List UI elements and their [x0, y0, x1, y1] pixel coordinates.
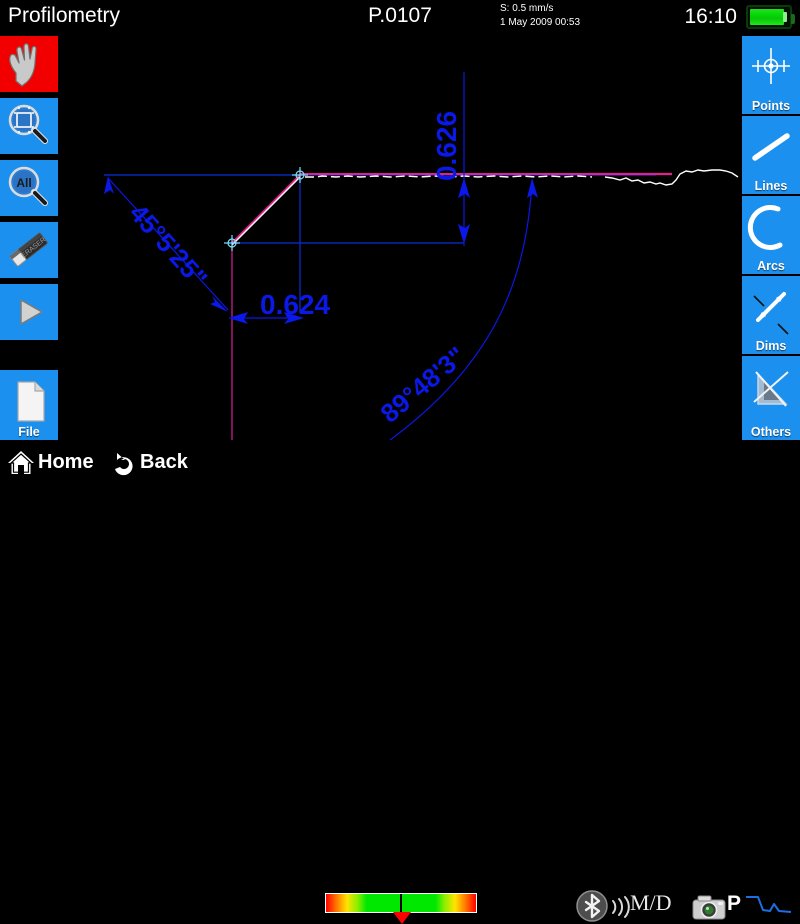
profile-label: P: [727, 892, 742, 915]
dim-horizontal-label: 0.624: [260, 289, 330, 320]
trace-flat: [305, 175, 593, 178]
level-gauge: [325, 893, 477, 913]
page-title: Profilometry: [8, 4, 121, 27]
zoom-window-icon: [8, 104, 48, 144]
line-segment-icon: [752, 133, 790, 161]
home-label: Home: [38, 451, 94, 473]
sidebar-item-pan[interactable]: [0, 36, 58, 92]
sidebar-item-eraser[interactable]: ERASER: [0, 222, 58, 278]
zoom-all-icon: All: [8, 166, 48, 206]
camera-icon[interactable]: [690, 892, 728, 922]
profile-plot: 45°5'25" 89°48'3" 0.626 0.624: [104, 72, 739, 440]
angle-2-label: 89°48'3": [375, 341, 472, 429]
home-icon: [8, 451, 34, 474]
sidebar-item-lines-label: Lines: [754, 179, 788, 193]
battery-fill: [750, 9, 784, 25]
sidebar-item-dims-label: Dims: [755, 339, 787, 353]
sidebar-item-others[interactable]: Others: [742, 356, 800, 440]
annotation-angle-2: 89°48'3": [375, 178, 538, 440]
back-button[interactable]: Back: [108, 446, 188, 478]
crosshair-point-icon: [752, 48, 790, 84]
arc-icon: [747, 204, 783, 250]
sidebar-item-arcs[interactable]: Arcs: [742, 196, 800, 274]
battery-full-icon: [746, 5, 795, 29]
datetime-readout: 1 May 2009 00:53: [500, 17, 581, 28]
sidebar-item-file-label: File: [18, 425, 40, 439]
annotation-angle-1: 45°5'25": [104, 176, 229, 312]
header-meta: S: 0.5 mm/s 1 May 2009 00:53: [500, 2, 670, 30]
trace-slope: [231, 176, 301, 246]
sidebar-item-dims[interactable]: Dims: [742, 276, 800, 354]
svg-text:All: All: [16, 176, 31, 190]
header-bar: Profilometry P.0107 S: 0.5 mm/s 1 May 20…: [0, 0, 800, 36]
gauge-pointer: [393, 912, 411, 924]
sidebar-item-zoom[interactable]: [0, 98, 58, 154]
play-icon: [20, 299, 43, 325]
sidebar-item-file[interactable]: File: [0, 370, 58, 440]
measured-point-upper: [292, 167, 308, 183]
speed-readout: S: 0.5 mm/s: [500, 3, 554, 14]
sidebar-item-others-label: Others: [750, 425, 792, 439]
measured-point-lower: [224, 235, 240, 251]
back-label: Back: [140, 451, 188, 473]
profile-trace: [231, 169, 739, 246]
eraser-icon: ERASER: [9, 232, 48, 267]
hand-icon: [9, 43, 37, 87]
sidebar-item-arcs-label: Arcs: [757, 259, 785, 273]
sidebar-item-points-label: Points: [751, 99, 791, 113]
gauge-needle: [400, 894, 402, 912]
dim-vertical-label: 0.626: [431, 111, 462, 181]
annotation-dim-horizontal: 0.624: [228, 289, 330, 324]
battery-nub: [783, 12, 787, 22]
set-square-icon: [753, 371, 789, 407]
trace-rough-tail: [604, 169, 739, 186]
sidebar-item-lines[interactable]: Lines: [742, 116, 800, 194]
home-button[interactable]: Home: [6, 446, 94, 478]
fit-slope-segment: [231, 174, 301, 244]
drawing-canvas[interactable]: 45°5'25" 89°48'3" 0.626 0.624: [60, 36, 740, 440]
file-icon: [17, 381, 45, 422]
right-toolbar: Points Lines Arcs Dims: [742, 36, 800, 440]
bluetooth-icon[interactable]: [575, 889, 609, 923]
clock: 16:10: [684, 5, 737, 28]
sidebar-item-points[interactable]: Points: [742, 36, 800, 114]
dimension-arrow-icon: [753, 292, 789, 335]
md-label[interactable]: M/D: [630, 890, 672, 915]
sidebar-item-zoomall[interactable]: All All: [0, 160, 58, 216]
profile-wave-icon: [746, 896, 791, 913]
annotation-dim-vertical: 0.626: [431, 72, 470, 246]
angle-1-label: 45°5'25": [124, 198, 214, 293]
sidebar-item-play[interactable]: [0, 284, 58, 340]
footer-bar: Home Back M/D: [0, 444, 800, 924]
back-arrow-icon: [115, 453, 133, 476]
battery-cap: [791, 14, 795, 24]
program-id: P.0107: [368, 4, 432, 27]
left-toolbar: All All ERASER: [0, 36, 58, 440]
